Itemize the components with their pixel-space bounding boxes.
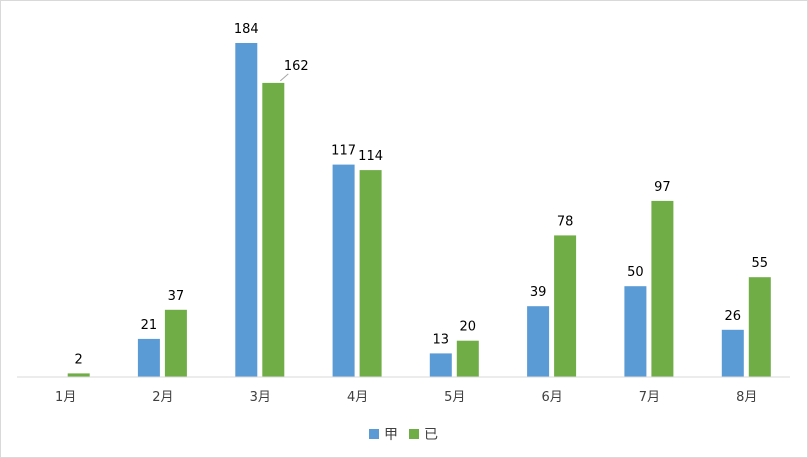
x-tick-label-6月: 6月 [541,390,562,405]
bar-已-7月 [651,200,674,377]
bar-已-2月 [164,309,187,377]
legend: 甲已 [369,427,438,443]
value-label-甲-6月: 39 [530,285,547,300]
bar-甲-2月 [137,338,160,377]
bar-甲-6月 [527,306,550,377]
value-label-甲-8月: 26 [725,309,742,324]
legend-swatch-已 [409,429,419,439]
x-tick-label-7月: 7月 [639,390,660,405]
value-label-已-5月: 20 [460,320,477,335]
x-tick-label-2月: 2月 [152,390,173,405]
bar-甲-5月 [429,353,452,377]
leader-line-已-3月 [279,73,289,82]
value-label-已-8月: 55 [752,256,769,271]
bar-已-8月 [748,277,771,377]
x-tick-label-1月: 1月 [55,390,76,405]
value-label-甲-7月: 50 [627,265,644,280]
value-label-已-3月: 162 [284,59,309,74]
legend-swatch-甲 [369,429,379,439]
x-tick-labels: 1月 2月 3月 4月 5月 6月 7月 8月 [55,390,757,405]
value-label-已-6月: 78 [557,214,574,229]
value-label-已-7月: 97 [654,180,671,195]
value-label-已-2月: 37 [168,289,185,304]
bar-已-1月 [67,373,90,377]
value-label-甲-4月: 117 [331,144,356,159]
value-labels-layer: 2 21 37 184 162 117 114 13 20 39 78 50 97 26 55 [75,22,769,367]
bar-已-5月 [456,340,479,377]
legend-label-已: 已 [424,427,438,443]
value-label-已-4月: 114 [358,149,383,164]
bar-已-4月 [359,170,382,377]
bars-layer [67,43,771,378]
x-tick-label-8月: 8月 [736,390,757,405]
value-label-甲-2月: 21 [141,318,158,333]
value-label-甲-3月: 184 [234,22,259,37]
bar-甲-8月 [721,329,744,377]
bar-已-3月 [262,82,285,378]
bar-甲-7月 [624,286,647,377]
x-tick-label-3月: 3月 [250,390,271,405]
bar-已-6月 [554,235,577,377]
x-tick-label-5月: 5月 [444,390,465,405]
value-label-甲-5月: 13 [433,332,450,347]
bar-甲-3月 [235,43,258,377]
value-label-已-1月: 2 [75,352,83,367]
bar-甲-4月 [332,164,355,377]
x-tick-label-4月: 4月 [347,390,368,405]
legend-label-甲: 甲 [384,427,398,443]
